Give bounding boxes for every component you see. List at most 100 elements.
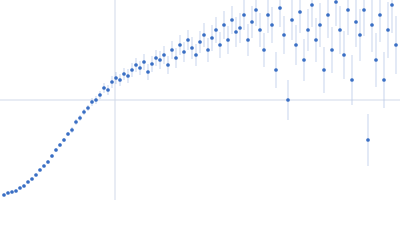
point [342, 53, 346, 57]
point [26, 180, 30, 184]
point [14, 189, 18, 193]
point [174, 56, 178, 60]
point [178, 43, 182, 47]
point [90, 100, 94, 104]
point [22, 184, 26, 188]
point [386, 28, 390, 32]
point [382, 78, 386, 82]
point [118, 78, 122, 82]
point [142, 60, 146, 64]
point [234, 30, 238, 34]
point [366, 138, 370, 142]
point [98, 93, 102, 97]
point [62, 138, 66, 142]
point [222, 23, 226, 27]
point [54, 148, 58, 152]
point [206, 48, 210, 52]
point [334, 0, 338, 4]
point [298, 10, 302, 14]
point [46, 160, 50, 164]
point [86, 106, 90, 110]
point [390, 3, 394, 7]
point [74, 120, 78, 124]
point [198, 40, 202, 44]
point [202, 33, 206, 37]
point [362, 8, 366, 12]
point [6, 191, 10, 195]
point [254, 8, 258, 12]
point [190, 46, 194, 50]
point [274, 68, 278, 72]
point [318, 23, 322, 27]
point [166, 63, 170, 67]
point [146, 70, 150, 74]
point [78, 116, 82, 120]
point [354, 20, 358, 24]
point [378, 13, 382, 17]
point [294, 43, 298, 47]
point [94, 98, 98, 102]
point [126, 74, 130, 78]
point [82, 110, 86, 114]
point [194, 53, 198, 57]
point [122, 72, 126, 76]
point [310, 3, 314, 7]
point [314, 38, 318, 42]
point [50, 154, 54, 158]
point [110, 80, 114, 84]
point [330, 48, 334, 52]
point [358, 33, 362, 37]
point [2, 193, 6, 197]
point [34, 173, 38, 177]
point [214, 28, 218, 32]
point [170, 48, 174, 52]
point [266, 13, 270, 17]
point [106, 88, 110, 92]
point [230, 18, 234, 22]
point [18, 186, 22, 190]
point [278, 6, 282, 10]
point [250, 20, 254, 24]
point [394, 43, 398, 47]
point [218, 43, 222, 47]
point [30, 177, 34, 181]
point [226, 38, 230, 42]
point [326, 13, 330, 17]
point [130, 68, 134, 72]
point [134, 63, 138, 67]
point [66, 132, 70, 136]
point [186, 38, 190, 42]
point [58, 143, 62, 147]
point [262, 48, 266, 52]
point [290, 18, 294, 22]
point [350, 78, 354, 82]
point [238, 26, 242, 30]
point [102, 86, 106, 90]
point [302, 58, 306, 62]
point [114, 76, 118, 80]
point [370, 23, 374, 27]
point [338, 28, 342, 32]
point [42, 164, 46, 168]
point [154, 56, 158, 60]
point [346, 8, 350, 12]
point [158, 58, 162, 62]
point [210, 36, 214, 40]
point [182, 50, 186, 54]
point [246, 38, 250, 42]
point [138, 66, 142, 70]
point [374, 58, 378, 62]
point [286, 98, 290, 102]
point [242, 13, 246, 17]
point [322, 68, 326, 72]
point [282, 33, 286, 37]
point [150, 62, 154, 66]
point [162, 53, 166, 57]
chart [0, 0, 400, 200]
point [70, 128, 74, 132]
point [306, 28, 310, 32]
point [10, 190, 14, 194]
point [270, 23, 274, 27]
point [258, 28, 262, 32]
point [38, 168, 42, 172]
